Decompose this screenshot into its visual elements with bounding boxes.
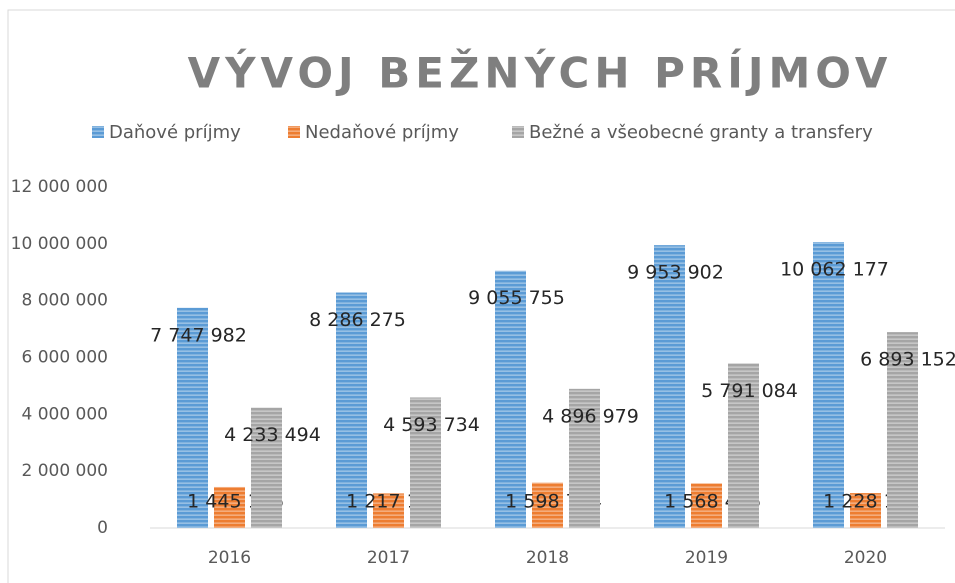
bar bbox=[569, 388, 600, 528]
y-tick-label: 0 bbox=[97, 518, 108, 538]
bar bbox=[495, 270, 526, 528]
data-label: 9 953 902 bbox=[627, 262, 724, 284]
data-label: 4 896 979 bbox=[542, 405, 639, 427]
bar bbox=[654, 245, 685, 528]
bar bbox=[373, 493, 404, 528]
bar bbox=[813, 242, 844, 528]
data-label: 6 893 152 bbox=[860, 349, 955, 371]
data-label: 5 791 084 bbox=[701, 380, 798, 402]
legend-label: Daňové príjmy bbox=[109, 122, 241, 143]
y-tick-label: 12 000 000 bbox=[11, 177, 108, 197]
data-label: 7 747 982 bbox=[150, 324, 247, 346]
x-tick-label: 2017 bbox=[367, 548, 410, 568]
x-tick-label: 2016 bbox=[208, 548, 251, 568]
legend-swatch bbox=[512, 126, 524, 138]
bar bbox=[691, 483, 722, 528]
legend-swatch bbox=[288, 126, 300, 138]
x-tick-label: 2018 bbox=[526, 548, 569, 568]
bar bbox=[850, 493, 881, 528]
chart-title: VÝVOJ BEŽNÝCH PRÍJMOV bbox=[188, 48, 893, 98]
bar bbox=[728, 363, 759, 528]
x-tick-label: 2020 bbox=[844, 548, 887, 568]
y-tick-label: 6 000 000 bbox=[21, 348, 108, 368]
data-label: 8 286 275 bbox=[309, 309, 406, 331]
data-label: 10 062 177 bbox=[780, 259, 889, 281]
bar bbox=[251, 407, 282, 528]
data-label: 4 233 494 bbox=[224, 424, 321, 446]
bar bbox=[214, 486, 245, 528]
bar bbox=[887, 332, 918, 528]
bar bbox=[336, 292, 367, 528]
y-tick-label: 10 000 000 bbox=[11, 234, 108, 254]
legend-label: Nedaňové príjmy bbox=[305, 122, 459, 143]
chart-frame bbox=[7, 9, 955, 583]
x-tick-label: 2019 bbox=[685, 548, 728, 568]
bar bbox=[410, 397, 441, 528]
data-label: 4 593 734 bbox=[383, 414, 480, 436]
y-tick-label: 8 000 000 bbox=[21, 291, 108, 311]
bar bbox=[532, 482, 563, 528]
bar bbox=[177, 307, 208, 528]
legend-swatch bbox=[92, 126, 104, 138]
y-tick-label: 2 000 000 bbox=[21, 461, 108, 481]
data-label: 9 055 755 bbox=[468, 287, 565, 309]
legend-label: Bežné a všeobecné granty a transfery bbox=[529, 122, 873, 143]
y-tick-label: 4 000 000 bbox=[21, 404, 108, 424]
